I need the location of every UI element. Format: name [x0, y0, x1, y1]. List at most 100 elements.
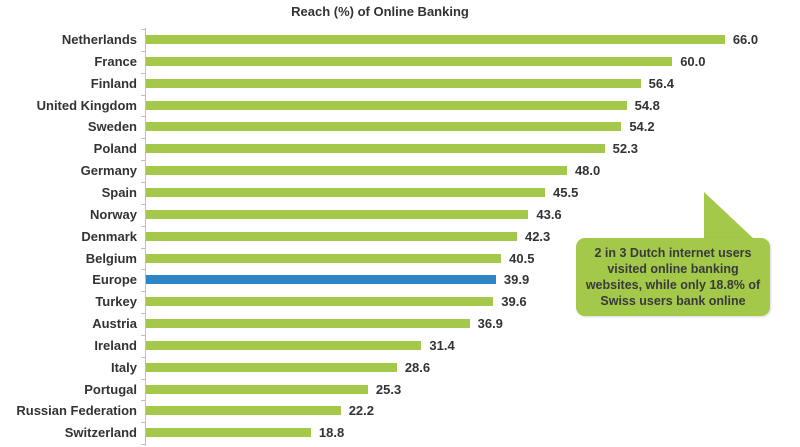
value-label: 40.5: [509, 250, 535, 266]
value-label: 54.2: [629, 119, 655, 135]
value-label: 22.2: [348, 403, 374, 419]
bar: [146, 144, 605, 154]
category-label: Russian Federation: [16, 403, 137, 419]
axis-tick: [141, 181, 145, 183]
bar: [146, 122, 622, 132]
category-label: Turkey: [95, 294, 137, 310]
axis-tick: [141, 313, 145, 315]
callout-line: 2 in 3 Dutch internet users: [594, 246, 752, 260]
bar-row: Portugal 25.3: [0, 378, 800, 401]
bar: [146, 253, 502, 263]
callout-line: websites, while only 18.8% of: [585, 278, 761, 292]
bar-row: Norway 43.6: [0, 203, 800, 226]
bar-row: Denmark 42.3: [0, 225, 800, 248]
axis-tick: [141, 444, 145, 446]
category-label: Germany: [80, 163, 137, 179]
bar: [146, 100, 627, 110]
axis-tick: [141, 72, 145, 74]
bar: [146, 166, 567, 176]
annotation-callout: 2 in 3 Dutch internet users visited onli…: [576, 238, 770, 316]
bar: [146, 297, 494, 307]
bar-row: Sweden 54.2: [0, 116, 800, 138]
bar-highlight: [146, 275, 496, 285]
bar: [146, 209, 529, 219]
category-label: Finland: [90, 75, 137, 91]
bar-row: Finland 56.4: [0, 72, 800, 95]
y-axis-line: [145, 28, 146, 446]
bar: [146, 56, 673, 66]
bar: [146, 428, 311, 438]
chart-title: Reach (%) of Online Banking: [0, 4, 800, 19]
axis-tick: [141, 378, 145, 380]
category-label: Norway: [90, 206, 137, 222]
value-label: 52.3: [612, 141, 638, 157]
bar-row: Switzerland 18.8: [0, 422, 800, 444]
bar-row: Europe 39.9: [0, 269, 800, 291]
axis-tick: [141, 225, 145, 227]
value-label: 25.3: [375, 381, 402, 397]
axis-tick: [141, 400, 145, 402]
category-label: Europe: [92, 272, 137, 288]
category-label: Italy: [110, 359, 137, 375]
category-label: Austria: [92, 316, 137, 332]
axis-tick: [141, 356, 145, 358]
value-label: 36.9: [477, 316, 503, 332]
axis-tick: [141, 50, 145, 52]
bar: [146, 362, 397, 372]
bar: [146, 340, 422, 350]
bar-row: United Kingdom 54.8: [0, 94, 800, 117]
bar-row: Austria 36.9: [0, 313, 800, 335]
value-label: 28.6: [404, 359, 431, 375]
callout-pointer: [704, 192, 754, 239]
axis-tick: [141, 116, 145, 118]
value-label: 43.6: [536, 206, 562, 222]
bar: [146, 319, 470, 329]
bar: [146, 406, 341, 416]
axis-tick: [141, 334, 145, 336]
value-label: 60.0: [680, 53, 706, 69]
category-label: Netherlands: [61, 32, 137, 47]
bar-row: Germany 48.0: [0, 160, 800, 182]
axis-tick: [141, 94, 145, 96]
category-label: Portugal: [84, 381, 137, 397]
bar-row: Turkey 39.6: [0, 291, 800, 313]
bar-row: Russian Federation 22.2: [0, 400, 800, 422]
axis-tick: [141, 269, 145, 271]
value-label: 31.4: [429, 337, 455, 353]
bar-row: France 60.0: [0, 50, 800, 73]
bar: [146, 231, 517, 241]
axis-tick: [141, 203, 145, 205]
axis-tick: [141, 160, 145, 162]
value-label: 18.8: [318, 425, 345, 441]
category-label: United Kingdom: [36, 97, 137, 113]
category-label: Ireland: [94, 337, 137, 353]
bar-row: Belgium 40.5: [0, 247, 800, 270]
category-label: Sweden: [87, 119, 137, 135]
category-label: Spain: [101, 184, 137, 200]
bar-row: Netherlands 66.0: [0, 29, 800, 51]
value-label: 42.3: [524, 228, 551, 244]
bar-row: Poland 52.3: [0, 138, 800, 160]
value-label: 39.6: [501, 294, 527, 310]
value-label: 54.8: [634, 97, 660, 113]
axis-tick: [141, 138, 145, 140]
category-label: Switzerland: [64, 425, 137, 441]
callout-line: visited online banking: [607, 262, 739, 276]
bar: [146, 78, 641, 88]
callout-line: Swiss users bank online: [600, 294, 746, 308]
category-label: Denmark: [81, 228, 137, 244]
value-label: 56.4: [648, 75, 674, 91]
chart-title-text: Reach (%) of Online Banking: [291, 4, 469, 19]
value-label: 48.0: [574, 163, 601, 179]
bar-row: Ireland 31.4: [0, 334, 800, 357]
bar: [146, 187, 546, 197]
bar-row: Spain 45.5: [0, 181, 800, 204]
category-label: Poland: [93, 141, 137, 157]
value-label: 66.0: [732, 32, 759, 47]
axis-tick: [141, 29, 145, 30]
axis-tick: [141, 291, 145, 293]
category-label: France: [94, 53, 137, 69]
axis-tick: [141, 247, 145, 249]
bar: [146, 35, 725, 44]
bar-row: Italy 28.6: [0, 356, 800, 379]
